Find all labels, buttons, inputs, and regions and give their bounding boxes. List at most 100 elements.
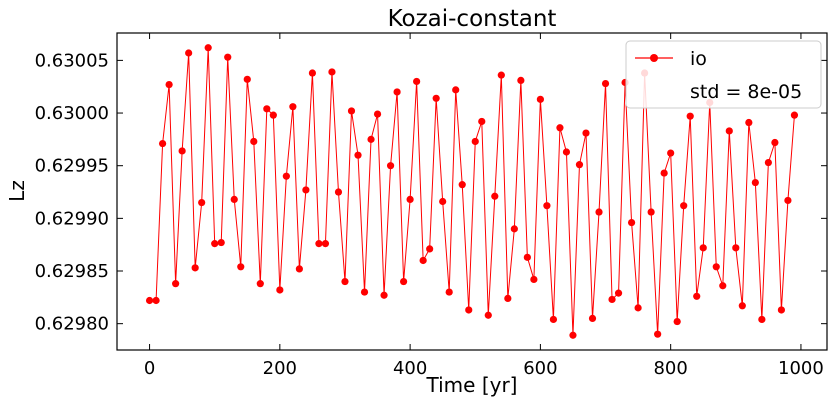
data-point <box>777 306 786 314</box>
data-point <box>347 107 356 115</box>
data-point <box>504 294 512 302</box>
data-point <box>452 86 460 94</box>
data-point <box>530 275 538 284</box>
data-point <box>282 172 290 180</box>
data-point <box>145 296 154 305</box>
data-point <box>497 71 505 79</box>
data-point <box>334 188 343 196</box>
data-point <box>614 289 623 297</box>
data-point <box>667 149 675 157</box>
data-point <box>276 286 284 294</box>
data-point <box>647 208 655 216</box>
data-point <box>263 105 271 113</box>
data-point <box>575 161 584 169</box>
data-point <box>289 103 297 111</box>
data-point <box>608 295 616 304</box>
data-point <box>211 240 219 248</box>
data-point <box>224 53 232 61</box>
y-tick-label: 0.63000 <box>35 103 109 124</box>
data-point <box>386 162 395 170</box>
data-point <box>627 218 636 227</box>
data-point <box>582 129 590 137</box>
data-point <box>562 148 571 156</box>
data-point <box>732 244 740 252</box>
data-point <box>321 240 330 248</box>
data-point <box>725 127 733 135</box>
data-point <box>165 81 173 89</box>
data-point <box>269 111 277 119</box>
data-point <box>230 195 238 203</box>
data-point <box>354 151 362 159</box>
data-point <box>595 208 603 216</box>
data-point <box>478 117 486 126</box>
y-tick-label: 0.62990 <box>35 208 109 229</box>
data-point <box>256 280 264 288</box>
data-point <box>738 302 746 310</box>
y-axis-label: Lz <box>5 180 29 202</box>
data-point <box>178 147 186 155</box>
data-point <box>634 304 642 312</box>
axes: 0 200 400 600 800 1000 0.62980 0.62985 0.62990 0.… <box>35 32 828 379</box>
data-point <box>152 296 160 305</box>
data-point <box>660 169 668 177</box>
data-point <box>191 264 199 272</box>
data-point <box>445 288 453 296</box>
data-point <box>543 202 551 210</box>
legend: io std = 8e-05 <box>625 40 822 109</box>
data-point <box>790 111 799 119</box>
data-point <box>699 244 707 252</box>
data-point <box>673 317 681 326</box>
data-point <box>588 314 597 323</box>
data-point <box>549 315 558 324</box>
data-point <box>784 196 792 205</box>
data-point <box>686 112 694 120</box>
data-point <box>484 311 492 319</box>
data-point <box>758 315 766 324</box>
data-point <box>295 265 303 273</box>
data-point <box>406 195 414 203</box>
data-point <box>315 240 323 248</box>
data-point <box>250 137 258 146</box>
data-point <box>360 288 369 296</box>
data-point <box>172 280 180 288</box>
data-point <box>217 238 225 247</box>
data-point <box>426 245 434 253</box>
data-point <box>601 79 610 88</box>
legend-note: std = 8e-05 <box>690 81 802 103</box>
x-axis-label: Time [yr] <box>426 373 518 397</box>
legend-frame <box>625 40 822 109</box>
x-tick-label: 1000 <box>778 358 824 379</box>
series-layer <box>145 44 799 339</box>
data-point <box>556 124 564 132</box>
data-point <box>302 186 310 194</box>
y-tick-label: 0.62995 <box>35 156 109 177</box>
data-point <box>654 330 662 338</box>
data-point <box>243 75 251 83</box>
data-point <box>373 110 382 118</box>
data-point <box>693 292 701 300</box>
data-point <box>523 253 531 261</box>
y-tick-label: 0.63005 <box>35 50 109 71</box>
data-point <box>764 158 772 167</box>
data-point <box>517 76 525 84</box>
data-point <box>680 202 688 210</box>
data-point <box>341 277 349 286</box>
x-tick-label: 600 <box>523 358 557 379</box>
chart-title: Kozai-constant <box>388 6 557 32</box>
data-point <box>712 263 720 271</box>
data-point <box>380 291 388 299</box>
data-point <box>328 68 336 76</box>
y-tick-label: 0.62980 <box>35 314 109 335</box>
data-point <box>400 277 408 286</box>
data-point <box>751 178 759 187</box>
data-point <box>569 331 577 339</box>
data-point <box>185 49 193 57</box>
data-point <box>771 138 779 147</box>
data-point <box>491 192 499 200</box>
data-point <box>465 306 473 314</box>
data-point <box>432 94 440 102</box>
data-point <box>204 44 212 52</box>
data-point <box>719 282 727 290</box>
data-point <box>393 88 401 96</box>
